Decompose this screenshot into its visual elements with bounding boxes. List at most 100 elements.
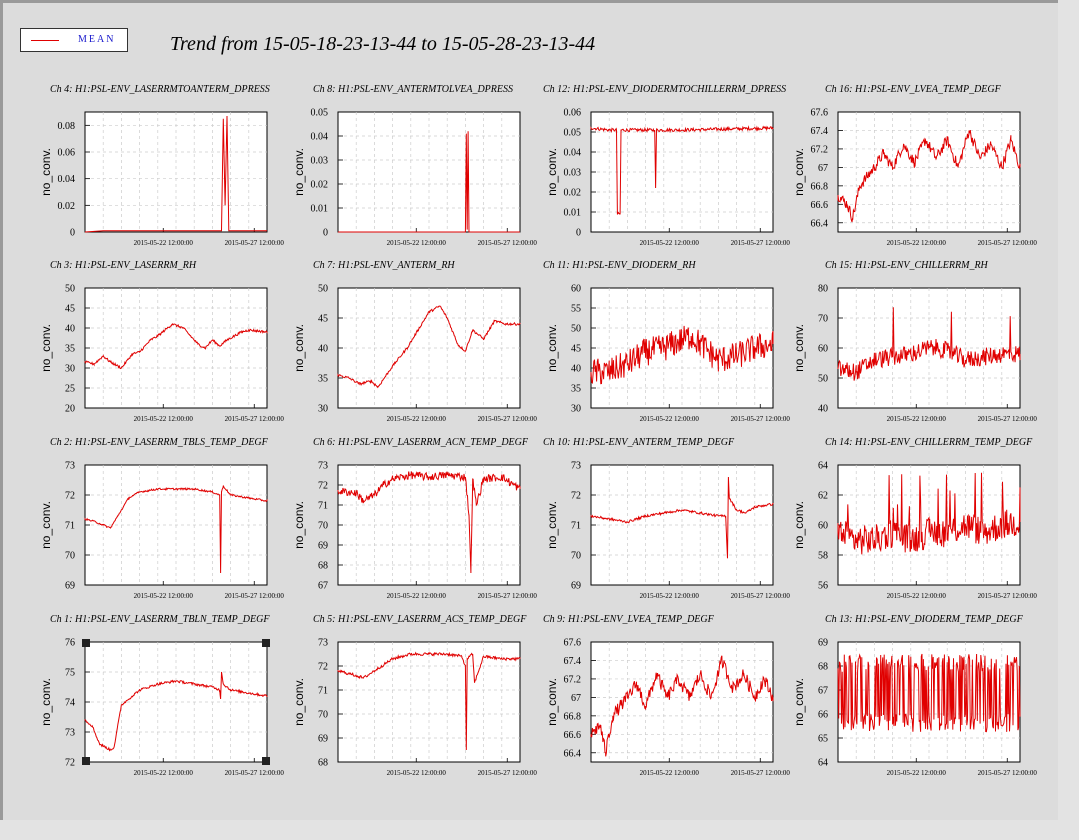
x-tick-label: 2015-05-27 12:00:00: [731, 239, 791, 247]
series-line-mean: [338, 131, 520, 233]
y-tick-label: 68: [818, 662, 828, 673]
x-tick-label: 2015-05-22 12:00:00: [887, 239, 947, 247]
y-tick-label: 45: [571, 344, 581, 355]
panel-1: Ch 4: H1:PSL-ENV_LASERRMTOANTERM_DPRESS 0…: [39, 84, 284, 247]
y-tick-label: 72: [65, 491, 75, 502]
y-tick-label: 75: [65, 668, 75, 679]
y-tick-label: 68: [318, 561, 328, 572]
series-line-mean: [337, 471, 521, 574]
y-tick-label: 0.05: [311, 108, 329, 119]
panel-16: Ch 13: H1:PSL-ENV_DIODERM_TEMP_DEGF 64 65 6…: [792, 614, 1037, 777]
y-tick-label: 35: [65, 344, 75, 355]
panel-title: Ch 4: H1:PSL-ENV_LASERRMTOANTERM_DPRESS: [50, 84, 270, 95]
y-tick-label: 65: [818, 734, 828, 745]
y-tick-label: 0.02: [564, 188, 582, 199]
series-line-mean: [590, 325, 774, 385]
y-tick-label: 64: [818, 461, 828, 472]
panel-12: Ch 14: H1:PSL-ENV_CHILLERRM_TEMP_DEGF 56 5…: [792, 437, 1037, 600]
x-tick-label: 2015-05-22 12:00:00: [387, 769, 447, 777]
y-tick-label: 0.01: [311, 204, 329, 215]
y-tick-label: 66.6: [811, 200, 829, 211]
x-tick-label: 2015-05-27 12:00:00: [225, 769, 285, 777]
y-tick-label: 67.6: [811, 108, 829, 119]
y-tick-label: 0: [70, 228, 75, 239]
y-tick-label: 69: [65, 581, 75, 592]
y-tick-label: 69: [818, 638, 828, 649]
y-tick-label: 50: [65, 284, 75, 295]
selection-handle: [262, 757, 270, 765]
y-tick-label: 30: [318, 404, 328, 415]
panel-10: Ch 6: H1:PSL-ENV_LASERRM_ACN_TEMP_DEGF 67…: [292, 437, 537, 600]
x-tick-label: 2015-05-22 12:00:00: [387, 415, 447, 423]
series-line-mean: [84, 115, 267, 233]
y-tick-label: 67: [818, 686, 828, 697]
y-tick-label: 74: [65, 698, 75, 709]
panel-title: Ch 7: H1:PSL-ENV_ANTERM_RH: [313, 260, 455, 271]
series-line-mean: [590, 125, 774, 215]
x-tick-label: 2015-05-22 12:00:00: [134, 769, 194, 777]
y-tick-label: 0.08: [58, 121, 76, 132]
y-axis-label: no_conv.: [545, 148, 559, 196]
y-tick-label: 60: [818, 344, 828, 355]
y-tick-label: 67.2: [811, 144, 829, 155]
y-tick-label: 40: [65, 324, 75, 335]
legend-swatch: [31, 40, 59, 41]
y-tick-label: 66.4: [564, 748, 582, 759]
y-axis-label: no_conv.: [545, 324, 559, 372]
x-tick-label: 2015-05-22 12:00:00: [887, 415, 947, 423]
y-tick-label: 25: [65, 384, 75, 395]
x-tick-label: 2015-05-22 12:00:00: [640, 415, 700, 423]
y-tick-label: 35: [318, 374, 328, 385]
y-tick-label: 0.03: [564, 168, 582, 179]
y-tick-label: 66: [818, 710, 828, 721]
x-tick-label: 2015-05-27 12:00:00: [978, 769, 1038, 777]
selection-handle: [82, 757, 90, 765]
y-tick-label: 67.4: [811, 126, 829, 137]
panel-title: Ch 9: H1:PSL-ENV_LVEA_TEMP_DEGF: [543, 614, 715, 625]
y-axis-label: no_conv.: [292, 678, 306, 726]
y-tick-label: 0.05: [564, 128, 582, 139]
panel-title: Ch 15: H1:PSL-ENV_CHILLERRM_RH: [825, 260, 989, 271]
x-tick-label: 2015-05-27 12:00:00: [731, 592, 791, 600]
y-tick-label: 69: [318, 734, 328, 745]
y-tick-label: 66.4: [811, 218, 829, 229]
y-tick-label: 67: [818, 163, 828, 174]
y-tick-label: 60: [818, 521, 828, 532]
y-tick-label: 45: [65, 304, 75, 315]
x-tick-label: 2015-05-22 12:00:00: [887, 592, 947, 600]
y-axis-label: no_conv.: [39, 324, 53, 372]
y-tick-label: 67.2: [564, 674, 582, 685]
x-tick-label: 2015-05-27 12:00:00: [225, 239, 285, 247]
x-tick-label: 2015-05-27 12:00:00: [478, 415, 538, 423]
legend-label: MEAN: [78, 34, 116, 45]
y-tick-label: 40: [571, 364, 581, 375]
y-tick-label: 50: [818, 374, 828, 385]
y-tick-label: 64: [818, 758, 828, 769]
y-axis-label: no_conv.: [292, 148, 306, 196]
legend: MEAN: [20, 28, 128, 52]
y-tick-label: 72: [65, 758, 75, 769]
y-tick-label: 66.8: [811, 181, 829, 192]
y-tick-label: 73: [318, 461, 328, 472]
panel-3: Ch 12: H1:PSL-ENV_DIODERMTOCHILLERRM_DPR…: [543, 84, 790, 247]
panel-title: Ch 13: H1:PSL-ENV_DIODERM_TEMP_DEGF: [825, 614, 1024, 625]
y-tick-label: 70: [65, 551, 75, 562]
y-tick-label: 40: [818, 404, 828, 415]
y-tick-label: 73: [571, 461, 581, 472]
panel-title: Ch 6: H1:PSL-ENV_LASERRM_ACN_TEMP_DEGF: [313, 437, 529, 448]
y-tick-label: 72: [571, 491, 581, 502]
y-axis-label: no_conv.: [39, 501, 53, 549]
y-tick-label: 0: [323, 228, 328, 239]
panel-4: Ch 16: H1:PSL-ENV_LVEA_TEMP_DEGF 66.4 66.6…: [792, 84, 1037, 247]
x-tick-label: 2015-05-27 12:00:00: [731, 769, 791, 777]
y-tick-label: 62: [818, 491, 828, 502]
panel-title: Ch 1: H1:PSL-ENV_LASERRM_TBLN_TEMP_DEGF: [50, 614, 270, 625]
y-tick-label: 58: [818, 551, 828, 562]
series-line-mean: [590, 655, 774, 757]
series-line-mean: [837, 653, 1021, 733]
series-line-mean: [837, 307, 1021, 381]
x-tick-label: 2015-05-22 12:00:00: [887, 769, 947, 777]
y-tick-label: 67.6: [564, 638, 582, 649]
